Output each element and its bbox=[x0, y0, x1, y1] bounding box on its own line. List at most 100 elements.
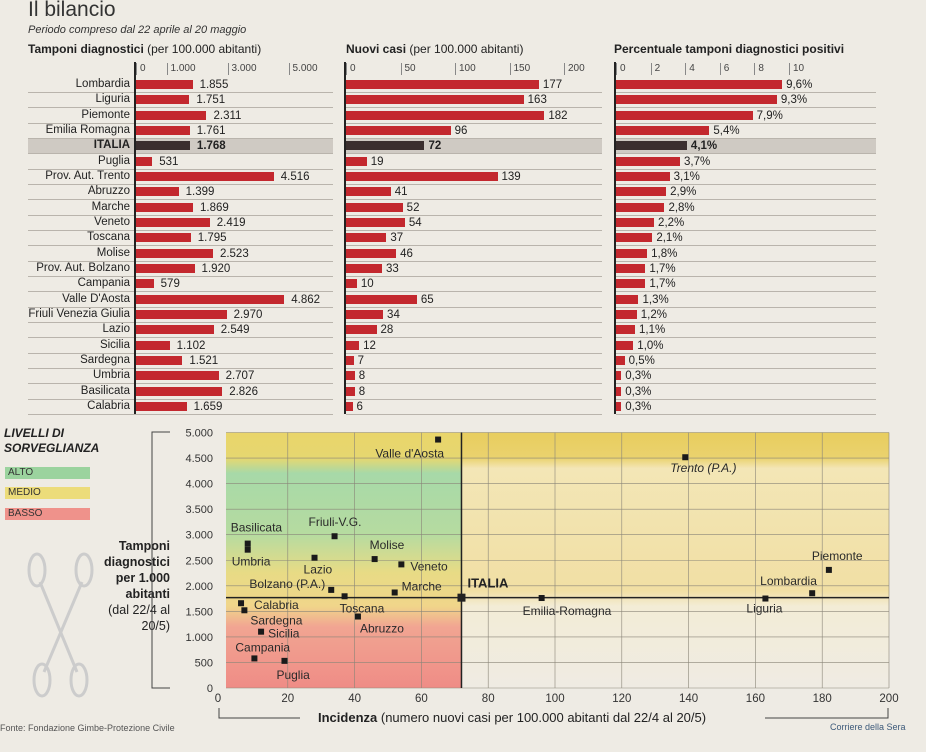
bar-row: 3,1% bbox=[0, 169, 926, 184]
bar bbox=[346, 401, 353, 411]
bar bbox=[616, 325, 636, 335]
row-separator bbox=[616, 183, 876, 185]
row-separator bbox=[28, 383, 333, 385]
bar bbox=[616, 279, 646, 289]
bar bbox=[616, 355, 625, 365]
row-separator bbox=[346, 413, 602, 415]
value-label: 2.419 bbox=[216, 216, 246, 229]
row-separator bbox=[28, 306, 333, 308]
row-separator bbox=[346, 275, 602, 277]
row-separator bbox=[28, 183, 333, 185]
bar bbox=[346, 80, 539, 89]
row-separator bbox=[616, 229, 876, 231]
value-label: 2.523 bbox=[219, 247, 249, 260]
scatter-point bbox=[311, 554, 318, 561]
row-separator bbox=[346, 321, 602, 323]
value-label: 0,5% bbox=[628, 354, 655, 367]
y-tick-label: 3.000 bbox=[185, 530, 213, 542]
bar-row: 19 bbox=[0, 154, 926, 169]
point-label: Emilia-Romagna bbox=[523, 604, 612, 618]
row-separator bbox=[616, 137, 876, 139]
value-label: 37 bbox=[390, 232, 404, 245]
y-tick-label: 5.000 bbox=[185, 428, 213, 440]
panel-title-percentuale: Percentuale tamponi diagnostici positivi bbox=[614, 42, 844, 56]
y-tick-label: 500 bbox=[195, 657, 213, 669]
value-label: 2,9% bbox=[670, 186, 697, 199]
region-label: Toscana bbox=[87, 231, 130, 244]
value-label: 2.970 bbox=[233, 308, 263, 321]
value-label: 2,1% bbox=[656, 232, 683, 245]
region-label: Calabria bbox=[87, 399, 130, 412]
row-separator bbox=[616, 199, 876, 201]
region-label: Sicilia bbox=[99, 338, 130, 351]
y-label-bold: Tamponi diagnostici per 1.000 abitanti bbox=[104, 539, 170, 601]
region-label: Abruzzo bbox=[87, 185, 130, 198]
axis-tick-label: 1.000 bbox=[166, 63, 196, 75]
bar-row: Valle D'Aosta 4.862 bbox=[0, 292, 926, 307]
axis-tick-label: 8 bbox=[754, 63, 764, 75]
row-separator bbox=[28, 413, 333, 415]
bar-row: 34 bbox=[0, 307, 926, 322]
scatter-point bbox=[341, 593, 348, 600]
bar bbox=[346, 110, 545, 120]
x-tick-label: 100 bbox=[545, 693, 564, 705]
scatter-point bbox=[371, 556, 378, 563]
bar bbox=[346, 248, 397, 258]
bar bbox=[136, 171, 274, 181]
bar-row: Sicilia 1.102 bbox=[0, 338, 926, 353]
row-separator bbox=[616, 321, 876, 323]
bar-row: 3,7% bbox=[0, 154, 926, 169]
value-label: 1.855 bbox=[199, 79, 229, 91]
row-separator bbox=[28, 337, 333, 339]
bar-row: 2,9% bbox=[0, 184, 926, 199]
row-separator bbox=[616, 398, 876, 400]
value-label: 1.399 bbox=[185, 186, 215, 199]
bar-row: 2,2% bbox=[0, 215, 926, 230]
bar bbox=[616, 125, 710, 135]
value-label: 1,3% bbox=[642, 293, 669, 306]
cotton-swab-illustration bbox=[27, 552, 94, 698]
bar bbox=[616, 263, 646, 273]
value-label: 1,1% bbox=[639, 324, 666, 337]
bar-row: Emilia Romagna 1.761 bbox=[0, 123, 926, 138]
value-label: 1,8% bbox=[651, 247, 678, 260]
scatter-point bbox=[825, 566, 832, 573]
bar bbox=[616, 309, 637, 319]
value-label: 1,7% bbox=[649, 262, 676, 275]
scatter-point bbox=[331, 533, 338, 540]
value-label: 1,0% bbox=[637, 339, 664, 352]
bar-row: Sardegna 1.521 bbox=[0, 353, 926, 368]
scatter-point bbox=[238, 600, 245, 607]
bar-row: Piemonte 2.311 bbox=[0, 108, 926, 123]
bar-row: 52 bbox=[0, 200, 926, 215]
value-label: 46 bbox=[400, 247, 413, 260]
x-axis-bracket-right bbox=[765, 708, 889, 719]
bar-row: 41 bbox=[0, 184, 926, 199]
row-separator bbox=[28, 137, 333, 139]
value-label: 52 bbox=[406, 201, 420, 214]
value-axis-line bbox=[134, 62, 136, 415]
value-label: 72 bbox=[428, 140, 442, 153]
point-label: Toscana bbox=[340, 601, 385, 615]
x-tick-label: 60 bbox=[415, 693, 428, 705]
bar bbox=[616, 202, 665, 212]
row-separator bbox=[28, 168, 333, 170]
y-label-note: (dal 22/4 al 20/5) bbox=[108, 603, 170, 633]
bar-row: 4,1% bbox=[0, 138, 926, 153]
row-separator bbox=[616, 306, 876, 308]
value-label: 182 bbox=[548, 109, 568, 122]
scatter-point bbox=[762, 595, 769, 602]
bar bbox=[136, 202, 193, 212]
row-separator bbox=[28, 229, 333, 231]
bar bbox=[346, 309, 384, 319]
region-label: Lombardia bbox=[75, 78, 130, 90]
bar-row: 33 bbox=[0, 261, 926, 276]
axis-tick-label: 3.000 bbox=[227, 63, 257, 75]
bar-row: 46 bbox=[0, 246, 926, 261]
region-label: Valle D'Aosta bbox=[62, 292, 130, 305]
panel-title: Tamponi diagnostici bbox=[28, 42, 144, 56]
bar-row: Marche 1.869 bbox=[0, 200, 926, 215]
row-separator bbox=[346, 153, 602, 155]
bar-row: Lombardia 1.855 bbox=[0, 77, 926, 92]
bar bbox=[136, 340, 170, 350]
